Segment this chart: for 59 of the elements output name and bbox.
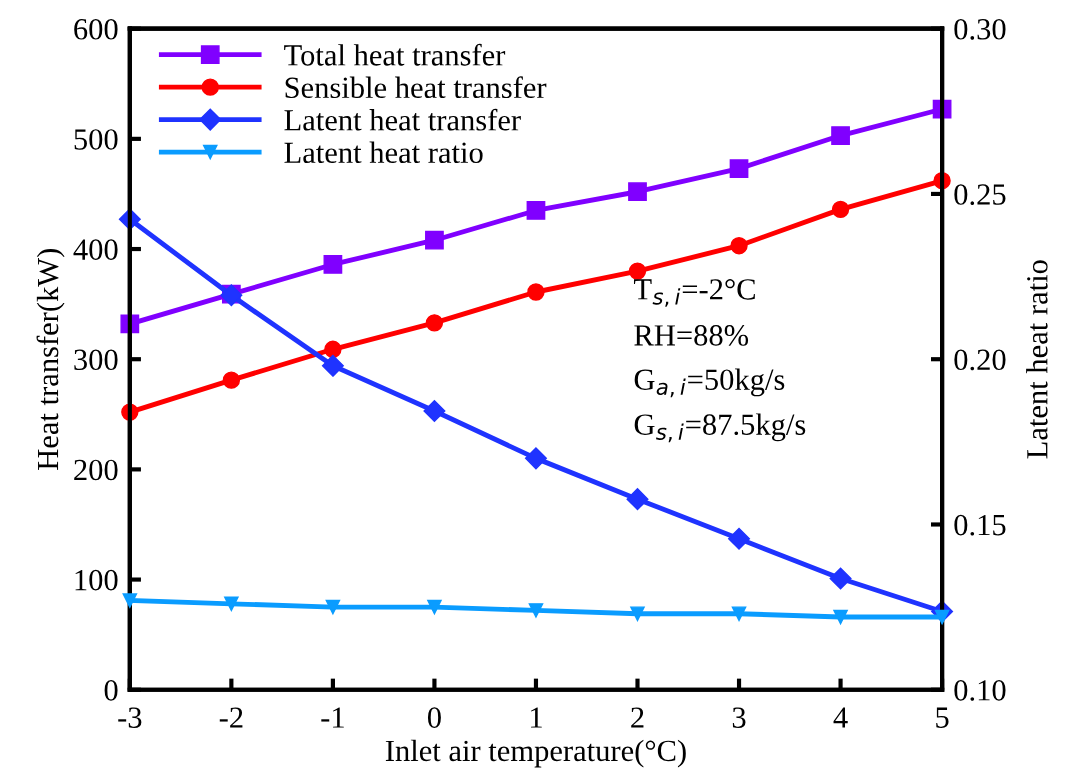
point bbox=[224, 596, 239, 612]
annotation: G$_{s,i}$=87.5kg/s bbox=[634, 413, 806, 443]
point bbox=[324, 340, 342, 358]
x-tick-label: 3 bbox=[732, 707, 746, 728]
y-axis-title: Heat transfer(kW) bbox=[36, 249, 65, 470]
point bbox=[526, 201, 546, 220]
legend-label: Latent heat transfer bbox=[284, 108, 521, 131]
point bbox=[425, 230, 444, 250]
x-tick-label: 0 bbox=[427, 707, 441, 728]
y-tick-label: 0 bbox=[104, 680, 118, 701]
point bbox=[628, 262, 647, 280]
point bbox=[831, 126, 850, 145]
point bbox=[730, 237, 748, 255]
point bbox=[222, 371, 241, 389]
y-tick-label: 300 bbox=[74, 349, 118, 371]
legend-label: Sensible heat transfer bbox=[285, 76, 547, 99]
point bbox=[122, 593, 138, 608]
point bbox=[731, 606, 747, 622]
point bbox=[425, 314, 444, 332]
annotation: G$_{a,i}$=50kg/s bbox=[634, 368, 785, 398]
y-tick-label: 600 bbox=[74, 18, 118, 40]
point bbox=[630, 606, 645, 622]
point bbox=[628, 182, 647, 202]
x-tick-label: 1 bbox=[531, 707, 542, 728]
x-tick-label: -2 bbox=[219, 707, 243, 728]
x-tick-label: 5 bbox=[936, 707, 949, 728]
y-tick-label: 500 bbox=[74, 129, 118, 150]
x-tick-label: 4 bbox=[833, 707, 848, 728]
point bbox=[728, 527, 751, 550]
y2-tick-label: 0.30 bbox=[954, 18, 1006, 40]
point bbox=[528, 603, 544, 618]
y2-tick-label: 0.10 bbox=[954, 680, 1006, 701]
y2-tick-label: 0.20 bbox=[954, 349, 1006, 371]
legend-label: Total heat transfer bbox=[284, 43, 506, 66]
y2-tick-label: 0.25 bbox=[954, 184, 1006, 205]
x-axis-title: Inlet air temperature(°C) bbox=[385, 739, 686, 768]
point bbox=[527, 283, 545, 301]
point bbox=[323, 255, 343, 274]
point bbox=[524, 447, 547, 470]
y-tick-label: 100 bbox=[75, 569, 118, 591]
point bbox=[833, 609, 848, 625]
y-tick-label: 200 bbox=[74, 459, 118, 481]
x-tick-label: 2 bbox=[631, 707, 644, 728]
point bbox=[325, 599, 341, 615]
point bbox=[831, 200, 850, 219]
point bbox=[729, 159, 749, 178]
point bbox=[626, 488, 649, 511]
point bbox=[427, 599, 442, 615]
x-tick-label: -1 bbox=[321, 707, 344, 728]
y-tick-label: 400 bbox=[73, 239, 118, 260]
x-tick-label: -3 bbox=[118, 707, 142, 728]
annotation: T$_{s,i}$=-2°C bbox=[633, 279, 755, 307]
legend-label: Latent heat ratio bbox=[284, 141, 483, 164]
annotation: RH=88% bbox=[634, 325, 749, 346]
y2-tick-label: 0.15 bbox=[954, 514, 1006, 536]
y2-axis-title: Latent heat ratio bbox=[1026, 260, 1048, 459]
point bbox=[829, 567, 852, 590]
point bbox=[321, 354, 344, 377]
point bbox=[423, 399, 446, 423]
